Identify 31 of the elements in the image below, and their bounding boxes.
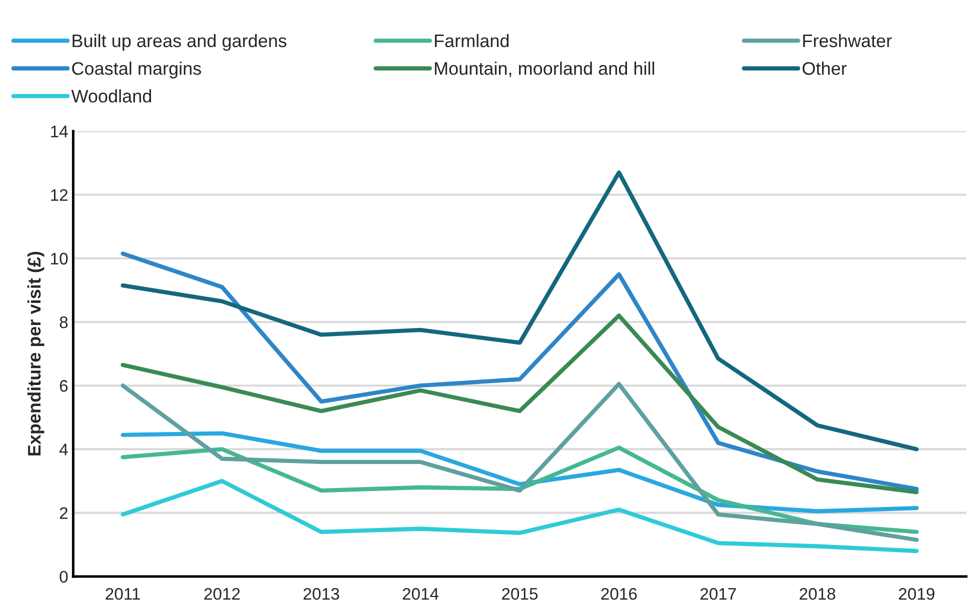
x-tick-label: 2013: [304, 588, 340, 600]
legend-label: Mountain, moorland and hill: [434, 62, 654, 78]
legend-label: Freshwater: [803, 34, 892, 48]
x-tick-label: 2011: [106, 588, 140, 600]
x-tick-label: 2015: [502, 588, 538, 600]
line-series: [120, 382, 919, 542]
y-tick-label: 6: [60, 380, 68, 392]
line-series: [120, 478, 919, 554]
y-tick-label: 14: [51, 126, 68, 138]
legend-label: Farmland: [434, 34, 509, 48]
line-series: [120, 170, 919, 452]
y-tick-label: 0: [60, 570, 68, 583]
x-tick-label: 2014: [402, 588, 439, 600]
line-series: [120, 252, 919, 492]
y-tick-label: 4: [59, 444, 68, 456]
legend-label: Built up areas and gardens: [72, 34, 286, 51]
y-axis-title: Expenditure per visit (£): [27, 252, 44, 456]
x-tick-label: 2012: [204, 588, 240, 600]
x-tick-label: 2018: [800, 588, 836, 600]
x-tick-label: 2017: [700, 588, 736, 600]
legend-label: Woodland: [71, 89, 152, 103]
x-tick-label: 2016: [601, 588, 637, 600]
y-tick-label: 2: [60, 507, 68, 519]
line-series: [120, 314, 919, 494]
legend-label: Other: [802, 62, 847, 75]
y-tick-label: 8: [60, 316, 68, 328]
legend-label: Coastal margins: [72, 62, 202, 78]
y-tick-label: 12: [51, 189, 68, 201]
y-tick-label: 10: [51, 252, 68, 265]
x-tick-label: 2019: [898, 588, 934, 600]
line-series: [120, 431, 919, 514]
